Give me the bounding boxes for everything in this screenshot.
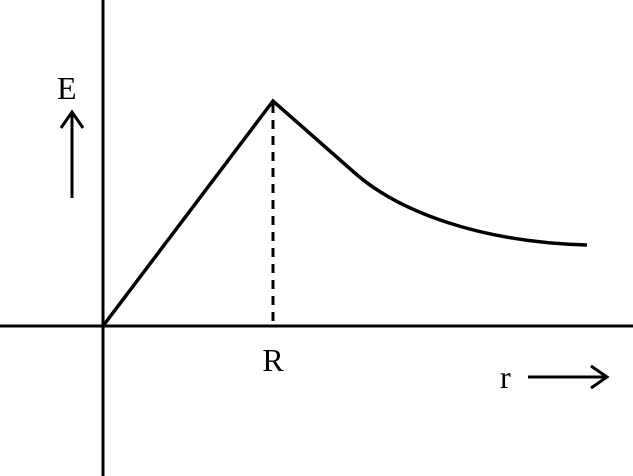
y-axis-label: E xyxy=(57,70,77,106)
right-arrow-icon xyxy=(528,364,610,390)
x-axis-label: r xyxy=(500,359,511,395)
radius-label: R xyxy=(262,342,284,378)
up-arrow-icon xyxy=(59,109,85,198)
field-curve xyxy=(101,98,588,328)
